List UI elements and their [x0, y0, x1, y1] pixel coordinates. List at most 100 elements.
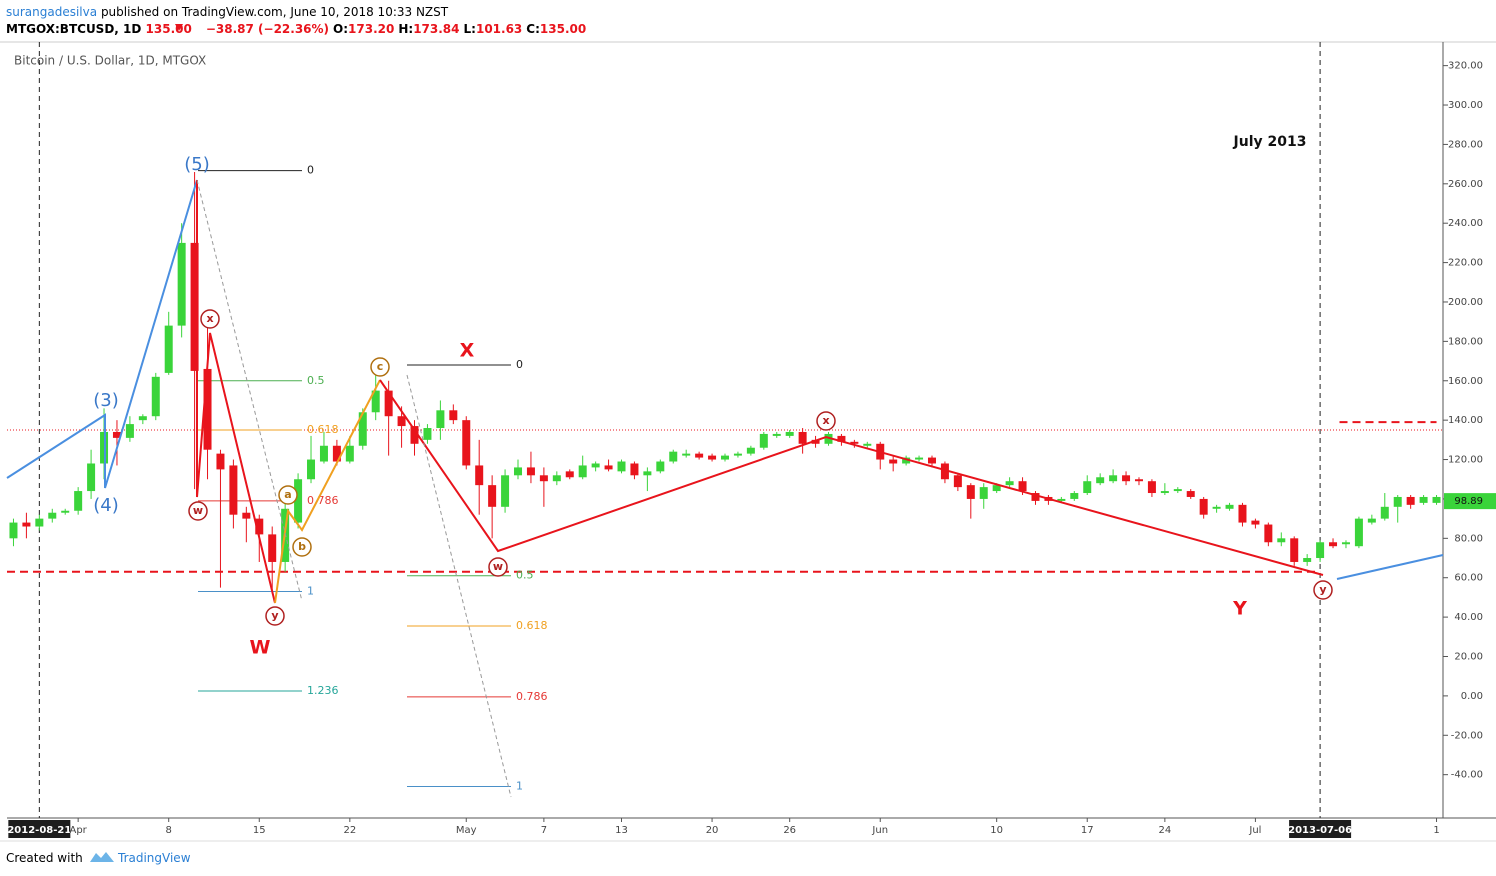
candle-body — [1070, 493, 1079, 499]
fib-label: 0.5 — [516, 569, 534, 582]
candle-body — [1432, 496, 1441, 503]
candle-body — [125, 424, 134, 438]
wave-label: (4) — [93, 495, 119, 516]
candle-body — [785, 431, 794, 436]
x-tick-label: 22 — [343, 825, 356, 836]
candle-body — [35, 518, 44, 527]
candle-body — [915, 457, 924, 460]
fib-label: 1 — [307, 585, 314, 598]
candle-body — [268, 534, 277, 562]
y-tick-label: 180.00 — [1448, 336, 1483, 347]
candle-body — [397, 416, 406, 427]
wave-circle — [278, 485, 298, 505]
candle-body — [294, 479, 303, 523]
candle-body — [1303, 558, 1312, 562]
wave-label: X — [460, 340, 475, 362]
wave-lines — [6, 179, 1444, 798]
candle-body — [1341, 542, 1350, 545]
wave-label: w — [493, 560, 503, 573]
candle-body — [656, 461, 665, 472]
candle-body — [1212, 506, 1221, 509]
x-tick-label: May — [456, 825, 477, 836]
candle-body — [889, 459, 898, 464]
candle-body — [1316, 542, 1325, 559]
x-tick-label: 10 — [990, 825, 1003, 836]
wave-label: x — [822, 414, 829, 427]
candle-body — [1393, 496, 1402, 507]
y-tick-label: 300.00 — [1448, 100, 1483, 111]
x-tick-label: 8 — [166, 825, 172, 836]
y-tick-label: 320.00 — [1448, 61, 1483, 72]
candle-body — [604, 465, 613, 470]
candle-body — [552, 475, 561, 482]
candle-body — [9, 522, 18, 539]
x-tick-label: 20 — [706, 825, 719, 836]
candle-body — [514, 467, 523, 476]
candle-body — [798, 431, 807, 444]
candle-body — [1277, 538, 1286, 543]
candle-body — [746, 447, 755, 454]
wave-line — [379, 379, 1324, 576]
candle-body — [721, 455, 729, 460]
candle-body — [1251, 520, 1260, 525]
wave-labels: (5) (3) (4) x w y a b c W X Y w x y — [93, 134, 1333, 659]
wave-line — [6, 179, 198, 489]
candle-body — [1160, 491, 1169, 494]
wave-label: y — [271, 609, 278, 622]
author[interactable]: surangadesilva — [6, 5, 98, 19]
candle-body — [74, 491, 83, 511]
candle-body — [255, 518, 264, 535]
x-tick-label: Apr — [69, 825, 87, 836]
candle-body — [1122, 475, 1131, 482]
last: 135.00 — [145, 22, 192, 36]
candle-body — [1186, 491, 1195, 497]
candle-body — [436, 410, 445, 429]
candle-body — [708, 455, 717, 460]
y-tick-label: 260.00 — [1448, 179, 1483, 190]
candle-body — [1057, 498, 1066, 501]
candle-body — [1225, 504, 1234, 509]
fib-label: 1 — [516, 779, 523, 792]
candle-body — [462, 420, 471, 466]
wave-line — [1336, 554, 1444, 580]
change: −38.87 (−22.36%) — [205, 22, 330, 36]
candle-body — [953, 475, 962, 488]
wave-line — [274, 379, 381, 604]
y-tick-label: 0.00 — [1461, 691, 1483, 702]
wave-label: (3) — [93, 390, 119, 411]
candle-body — [927, 457, 936, 464]
fib-label: 0.786 — [516, 690, 548, 703]
wave-label: y — [1319, 583, 1326, 596]
y-tick-label: 200.00 — [1448, 297, 1483, 308]
fib-trend — [406, 374, 512, 798]
brand[interactable]: TradingView — [118, 851, 191, 865]
candle-body — [22, 522, 31, 527]
field-value: 101.63 — [475, 22, 523, 36]
candle-body — [759, 433, 768, 448]
candle-body — [1109, 475, 1118, 482]
candle-body — [371, 390, 380, 413]
candle-body — [1264, 524, 1273, 543]
candle-body — [733, 453, 742, 456]
candle-body — [112, 431, 121, 438]
candle-body — [811, 439, 820, 444]
candle-body — [992, 485, 1001, 492]
wave-circle — [370, 357, 390, 377]
candle-body — [1199, 498, 1208, 515]
candle-body — [669, 451, 678, 462]
date-highlight — [1289, 820, 1352, 838]
y-tick-label: 80.00 — [1454, 533, 1483, 544]
candle-body — [384, 390, 393, 417]
candle-body — [591, 463, 600, 468]
created-with: Created with — [6, 851, 83, 865]
candle-body — [1147, 481, 1156, 494]
x-tick-label: 15 — [253, 825, 266, 836]
fib-label: 0 — [307, 164, 314, 177]
field-value: 135.00 — [539, 22, 587, 36]
candle-body — [332, 445, 341, 462]
candle-body — [578, 465, 587, 478]
candle-body — [410, 426, 419, 444]
fib-label: 0.5 — [307, 374, 325, 387]
x-tick-label: 13 — [615, 825, 628, 836]
x-tick-label: 7 — [541, 825, 547, 836]
